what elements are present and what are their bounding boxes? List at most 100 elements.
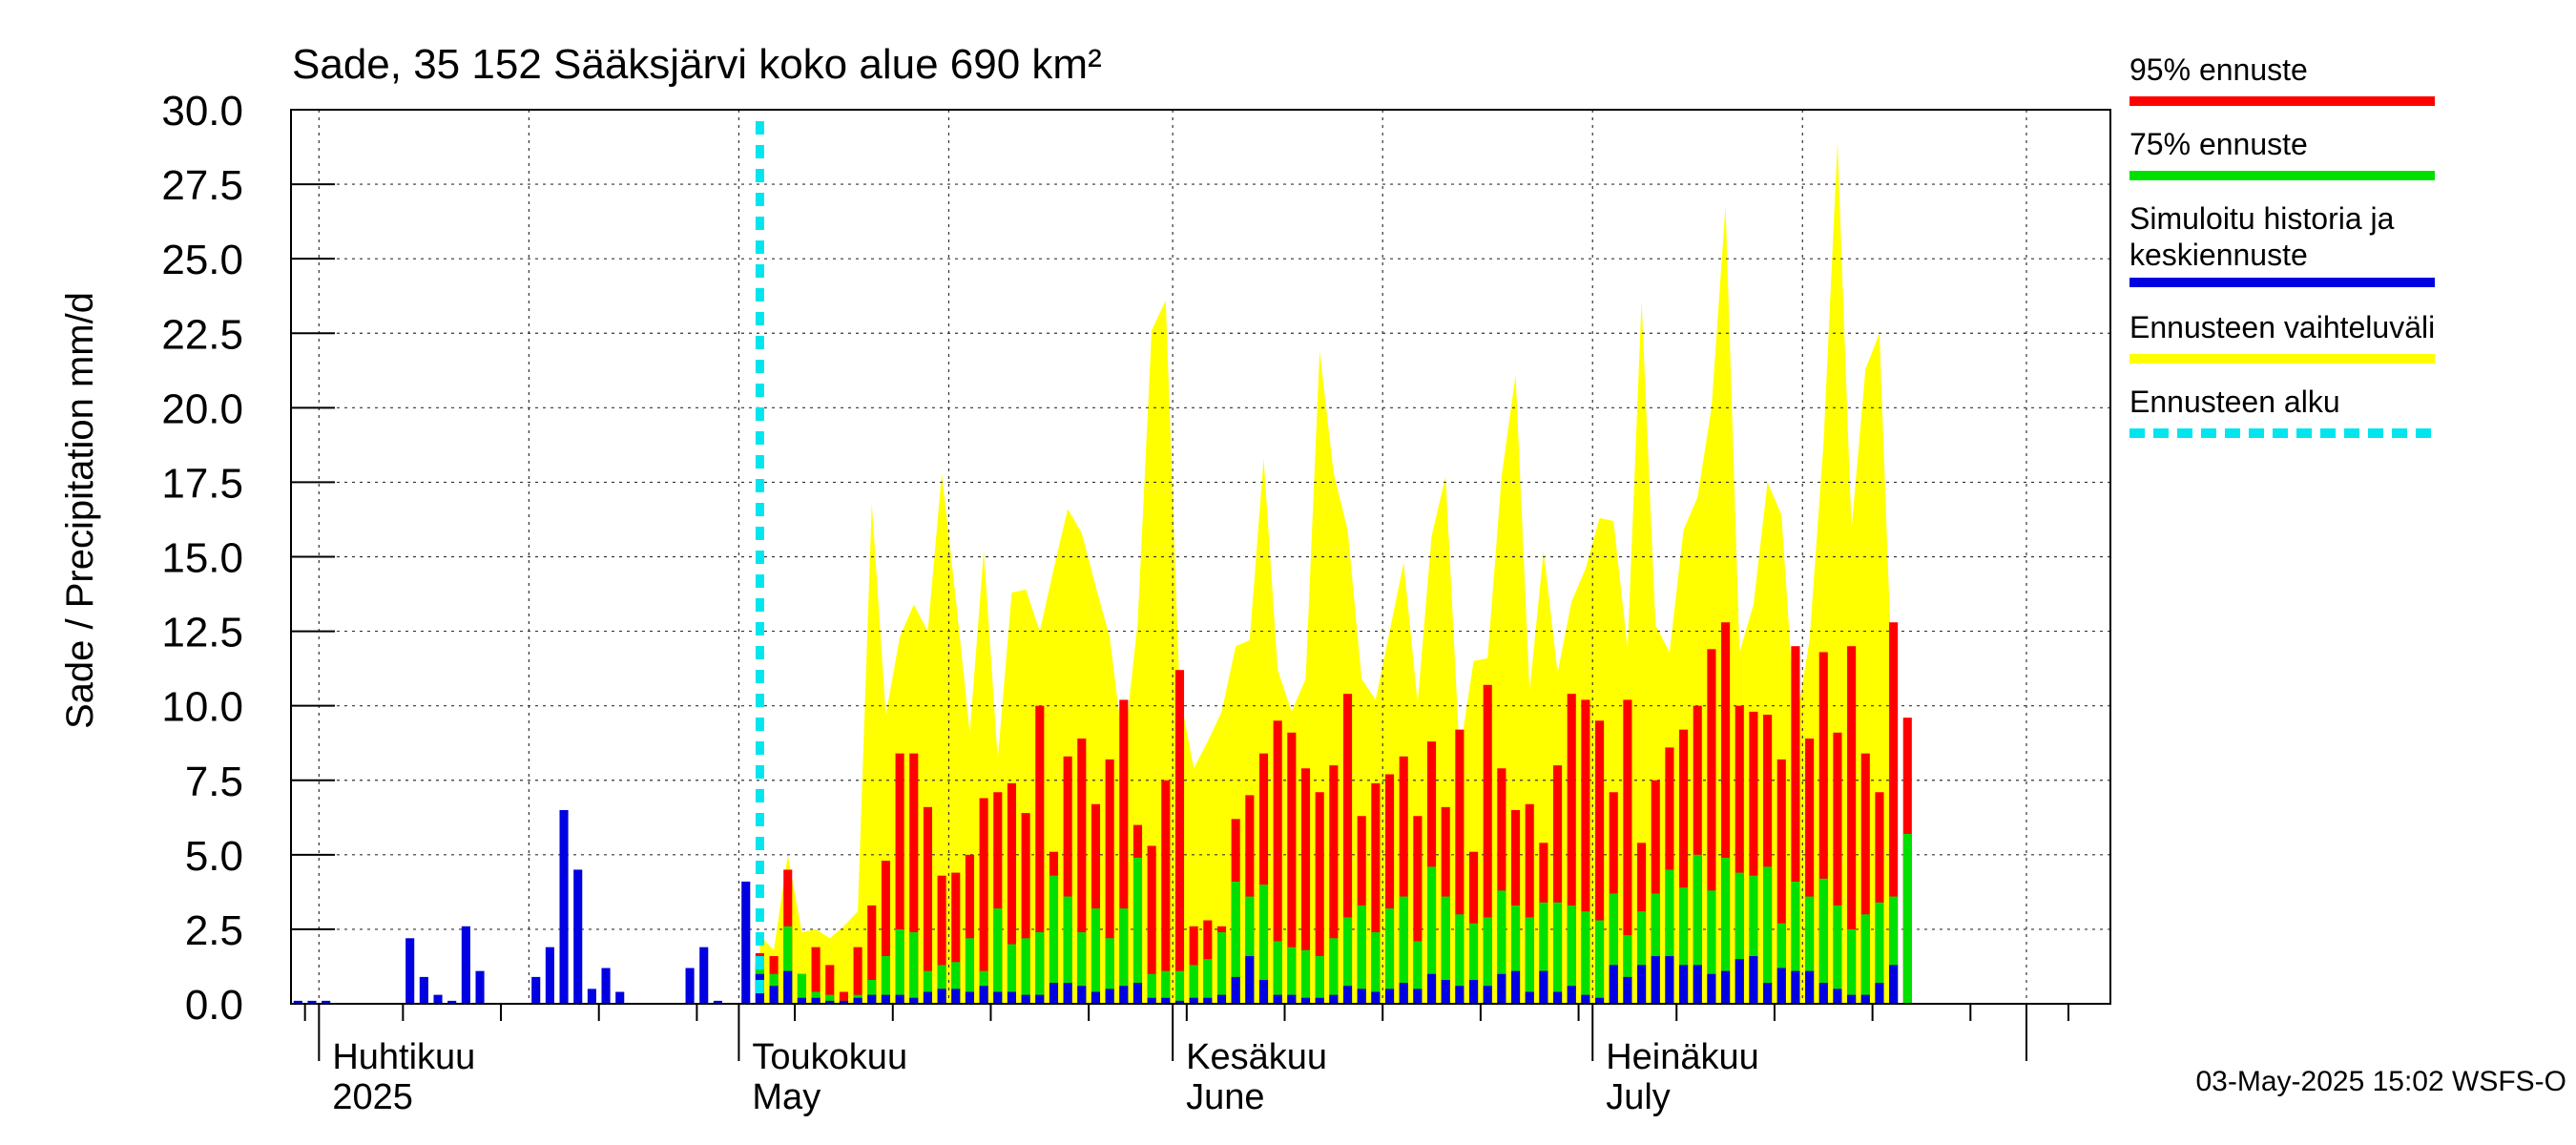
history-bar bbox=[293, 1000, 302, 1004]
p95-bar bbox=[1707, 649, 1716, 1004]
mean-bar bbox=[1651, 956, 1660, 1004]
mean-bar bbox=[1049, 983, 1059, 1004]
bar-series bbox=[293, 622, 1912, 1004]
y-axis-ticks: 0.0 2.5 5.0 7.5 10.0 12.5 15.0 17.5 20.0 22.5 25.0… bbox=[161, 88, 335, 1029]
history-bar bbox=[587, 989, 596, 1004]
p95-bar bbox=[1105, 759, 1114, 1004]
y-tick-label: 0.0 bbox=[185, 982, 243, 1029]
p95-bar bbox=[839, 991, 848, 1004]
p75-bar bbox=[1763, 866, 1773, 1004]
mean-bar bbox=[1300, 997, 1311, 1004]
history-bar bbox=[531, 976, 541, 1004]
p95-bar bbox=[1525, 803, 1534, 1004]
p75-bar bbox=[1231, 881, 1240, 1004]
p75-bar bbox=[1077, 932, 1087, 1004]
p75-bar bbox=[1707, 890, 1716, 1004]
p75-bar bbox=[1315, 956, 1324, 1004]
mean-bar bbox=[811, 997, 821, 1004]
p95-bar bbox=[979, 798, 988, 1004]
y-tick-label: 22.5 bbox=[161, 311, 243, 358]
p75-bar bbox=[1342, 917, 1353, 1004]
p75-bar bbox=[1049, 875, 1059, 1004]
mean-bar bbox=[1469, 980, 1479, 1004]
x-month-sublabel: May bbox=[752, 1077, 821, 1117]
p95-bar bbox=[1342, 694, 1353, 1004]
mean-bar bbox=[1553, 991, 1563, 1004]
mean-bar bbox=[1665, 956, 1674, 1004]
y-tick-label: 20.0 bbox=[161, 385, 243, 432]
x-month-label: Toukokuu bbox=[752, 1037, 907, 1077]
p95-bar bbox=[1077, 739, 1087, 1004]
p95-bar bbox=[1455, 729, 1465, 1004]
legend-label: Ennusteen alku bbox=[2129, 385, 2340, 419]
p95-bar bbox=[965, 854, 975, 1004]
mean-bar bbox=[825, 1000, 835, 1004]
p95-bar bbox=[1119, 699, 1129, 1004]
mean-bar bbox=[783, 970, 793, 1004]
y-tick-label: 15.0 bbox=[161, 535, 243, 582]
mean-bar bbox=[839, 1000, 848, 1004]
p95-bar bbox=[1791, 646, 1800, 1004]
history-bar bbox=[713, 1000, 722, 1004]
mean-bar bbox=[965, 991, 975, 1004]
p75-bar bbox=[1245, 896, 1255, 1004]
mean-bar bbox=[1791, 970, 1800, 1004]
p95-bar bbox=[825, 965, 835, 1004]
mean-bar bbox=[1021, 994, 1030, 1004]
p95-bar bbox=[1889, 622, 1899, 1004]
p95-bar bbox=[881, 861, 890, 1004]
p75-bar bbox=[1805, 896, 1815, 1004]
p75-bar bbox=[1791, 881, 1800, 1004]
mean-bar bbox=[1497, 973, 1506, 1004]
y-tick-label: 2.5 bbox=[185, 907, 243, 954]
p75-bar bbox=[1693, 854, 1702, 1004]
p95-bar bbox=[1623, 699, 1632, 1004]
legend-label: Ennusteen vaihteluväli bbox=[2129, 310, 2435, 344]
mean-bar bbox=[1749, 956, 1758, 1004]
p95-bar bbox=[1553, 765, 1563, 1004]
p95-bar bbox=[1875, 792, 1884, 1004]
p95-bar bbox=[1399, 756, 1408, 1004]
y-tick-label: 7.5 bbox=[185, 759, 243, 805]
p95-bar bbox=[1818, 652, 1828, 1004]
p75-bar bbox=[1441, 896, 1450, 1004]
p95-bar bbox=[1860, 753, 1870, 1004]
p95-bar bbox=[895, 753, 904, 1004]
p95-bar bbox=[1413, 816, 1423, 1004]
p95-bar bbox=[1329, 765, 1339, 1004]
history-bar bbox=[307, 1000, 317, 1004]
p75-bar bbox=[1665, 869, 1674, 1004]
p75-bar bbox=[1021, 938, 1030, 1004]
p95-bar bbox=[1749, 711, 1758, 1004]
mean-bar bbox=[951, 989, 961, 1004]
chart-title: Sade, 35 152 Sääksjärvi koko alue 690 km… bbox=[292, 41, 1102, 88]
mean-bar bbox=[1889, 965, 1899, 1004]
p75-bar bbox=[1384, 908, 1395, 1004]
p75-bar bbox=[797, 973, 806, 1004]
p75-bar bbox=[1105, 938, 1114, 1004]
history-bar bbox=[559, 809, 569, 1004]
p75-bar bbox=[1357, 905, 1366, 1004]
mean-bar bbox=[1063, 983, 1072, 1004]
mean-bar bbox=[1161, 997, 1171, 1004]
y-tick-label: 30.0 bbox=[161, 88, 243, 135]
mean-bar bbox=[769, 986, 779, 1004]
mean-bar bbox=[1147, 997, 1156, 1004]
p75-bar bbox=[1399, 896, 1408, 1004]
history-bar bbox=[741, 881, 751, 1004]
legend: 95% ennuste 75% ennuste Simuloitu historia… bbox=[2129, 52, 2435, 438]
p75-bar bbox=[783, 926, 793, 1004]
p75-bar bbox=[867, 980, 877, 1004]
mean-bar bbox=[853, 997, 862, 1004]
x-month-sublabel: July bbox=[1606, 1077, 1671, 1117]
p95-bar bbox=[1147, 845, 1156, 1004]
mean-bar bbox=[1342, 986, 1353, 1004]
p75-bar bbox=[1132, 857, 1143, 1004]
p75-bar bbox=[1329, 938, 1339, 1004]
p95-bar bbox=[1035, 705, 1045, 1004]
history-bar bbox=[685, 968, 695, 1004]
p95-bar bbox=[811, 947, 821, 1004]
p95-bar bbox=[1567, 694, 1576, 1004]
p75-bar bbox=[1776, 923, 1786, 1004]
